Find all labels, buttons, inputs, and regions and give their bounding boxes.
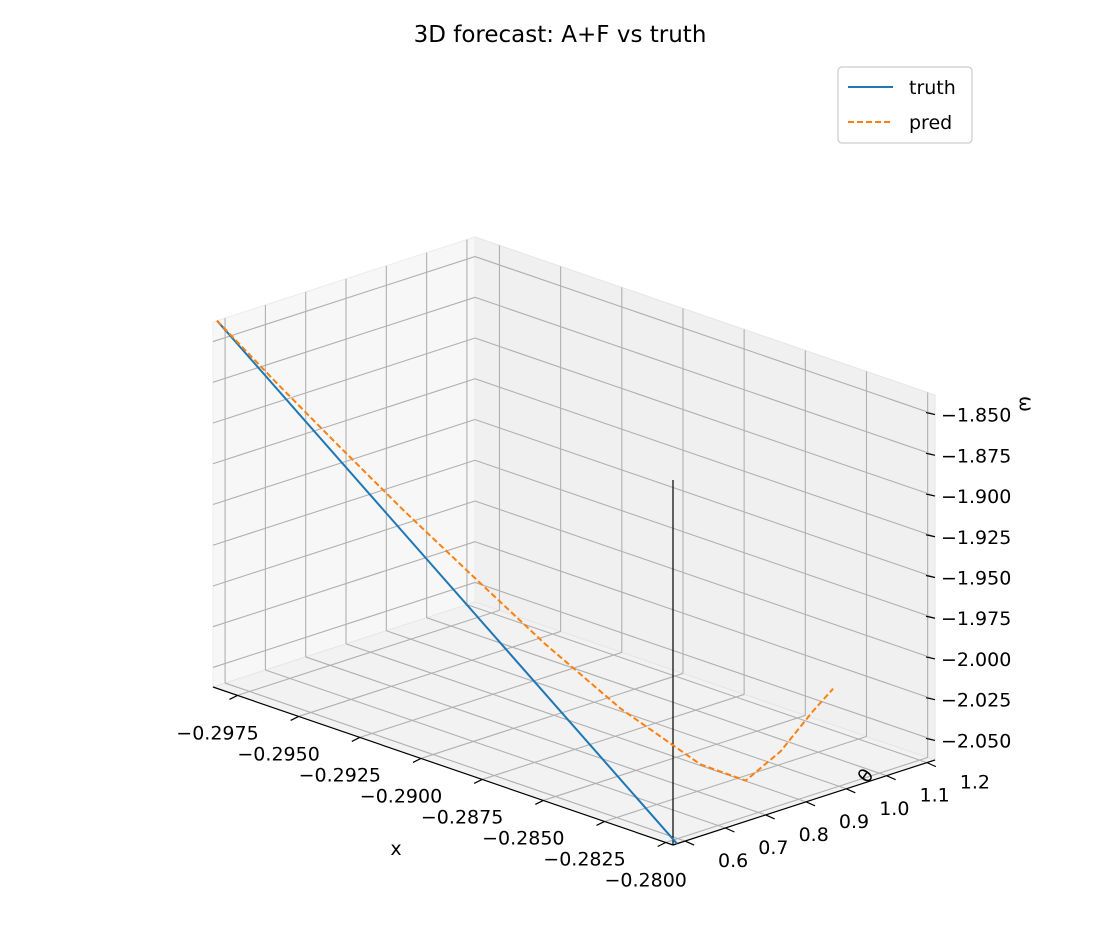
grid-y-floor-6 <box>466 604 928 764</box>
x-tick-label-2: −0.2925 <box>299 764 381 786</box>
z-tick-2 <box>925 493 936 497</box>
grid-z-left-2 <box>212 337 476 424</box>
z-tick-0 <box>925 411 936 416</box>
x-tick-label-3: −0.2900 <box>360 785 442 807</box>
grid-z-left-4 <box>212 418 476 506</box>
x-tick-2 <box>351 736 361 742</box>
y-tick-4 <box>846 788 856 794</box>
grid-y-floor-4 <box>386 630 847 790</box>
z-tick-label-4: −1.950 <box>941 568 1011 590</box>
x-axis-line <box>212 686 674 846</box>
z-tick-label-3: −1.925 <box>941 527 1011 549</box>
gridlines <box>212 239 936 844</box>
chart-title: 3D forecast: A+F vs truth <box>414 22 707 48</box>
y-tick-2 <box>765 814 775 820</box>
x-tick-label-0: −0.2975 <box>176 722 258 744</box>
grid-x-floor-4 <box>481 693 745 780</box>
grid-z-left-5 <box>212 459 476 546</box>
z-tick-label-0: −1.850 <box>941 405 1011 427</box>
y-tick-label-6: 1.2 <box>960 772 990 794</box>
tick-marks <box>229 411 937 848</box>
series-lines <box>216 320 834 845</box>
y-axis-line <box>672 759 936 846</box>
x-tick-5 <box>535 799 544 805</box>
y-tick-3 <box>805 801 816 807</box>
grid-y-floor-1 <box>265 669 726 829</box>
z-tick-label-6: −2.000 <box>941 649 1011 671</box>
x-tick-label-6: −0.2825 <box>543 849 625 871</box>
z-tick-5 <box>925 615 936 619</box>
y-tick-0 <box>684 840 695 846</box>
z-tick-label-7: −2.025 <box>941 690 1011 712</box>
legend-label-pred: pred <box>909 112 952 134</box>
grid-y-floor-2 <box>305 656 766 816</box>
grid-z-left-8 <box>212 581 476 668</box>
legend: truth pred <box>837 66 973 144</box>
y-tick-5 <box>886 775 896 781</box>
grid-z-back-8 <box>474 581 936 741</box>
grid-x-floor-1 <box>298 630 561 717</box>
series-truth-line <box>216 320 678 845</box>
x-tick-label-7: −0.2800 <box>604 870 686 892</box>
grid-z-left-7 <box>212 541 476 628</box>
z-axis-label: ω <box>1015 396 1037 412</box>
grid-x-floor-6 <box>604 735 867 822</box>
grid-x-floor-3 <box>420 672 684 759</box>
z-tick-3 <box>925 534 936 538</box>
grid-z-back-5 <box>474 459 936 619</box>
z-tick-label-2: −1.900 <box>941 486 1011 508</box>
z-tick-label-8: −2.050 <box>941 730 1011 752</box>
x-tick-4 <box>473 778 483 784</box>
x-tick-0 <box>229 694 238 700</box>
grid-z-back-7 <box>474 541 936 701</box>
axis-lines <box>212 480 936 846</box>
grid-z-left-6 <box>212 500 476 587</box>
x-tick-label-1: −0.2950 <box>237 743 319 765</box>
y-tick-label-3: 0.9 <box>839 811 869 833</box>
x-tick-label-4: −0.2875 <box>421 806 503 828</box>
z-tick-6 <box>925 656 936 660</box>
grid-z-back-4 <box>474 418 936 579</box>
y-tick-1 <box>725 827 735 833</box>
grid-z-back-2 <box>474 337 936 497</box>
grid-z-left-0 <box>212 256 476 343</box>
y-tick-label-2: 0.8 <box>799 824 829 846</box>
grid-z-back-3 <box>474 378 936 538</box>
y-tick-label-1: 0.7 <box>758 837 788 859</box>
tick-labels: −0.2975−0.2950−0.2925−0.2900−0.2875−0.28… <box>176 405 1011 892</box>
grid-z-back-6 <box>474 500 936 660</box>
grid-x-floor-5 <box>543 714 806 801</box>
z-tick-label-1: −1.875 <box>941 445 1011 467</box>
grid-z-back-0 <box>474 256 936 416</box>
y-tick-label-4: 1.0 <box>879 798 909 820</box>
x-tick-7 <box>657 841 666 848</box>
grid-z-left-1 <box>212 296 476 383</box>
x-tick-3 <box>412 757 422 763</box>
x-tick-1 <box>290 715 299 721</box>
x-tick-label-5: −0.2850 <box>482 828 564 850</box>
legend-label-truth: truth <box>909 77 956 99</box>
series-pred-line <box>216 320 834 782</box>
grid-y-floor-5 <box>426 617 887 777</box>
grid-x-floor-2 <box>359 651 622 738</box>
y-tick-label-5: 1.1 <box>919 785 949 807</box>
grid-z-back-1 <box>474 296 936 456</box>
x-axis-label: x <box>390 838 401 860</box>
y-tick-6 <box>926 762 937 768</box>
z-tick-8 <box>925 737 936 742</box>
grid-x-floor-0 <box>237 609 500 696</box>
z-tick-label-5: −1.975 <box>941 608 1011 630</box>
grid-x-floor-7 <box>665 756 928 844</box>
grid-z-left-3 <box>212 378 476 465</box>
y-tick-label-0: 0.6 <box>718 850 748 872</box>
z-tick-4 <box>925 574 936 579</box>
z-tick-1 <box>925 452 936 456</box>
z-tick-7 <box>925 697 936 701</box>
grid-y-floor-0 <box>224 682 686 842</box>
x-tick-6 <box>596 820 605 827</box>
